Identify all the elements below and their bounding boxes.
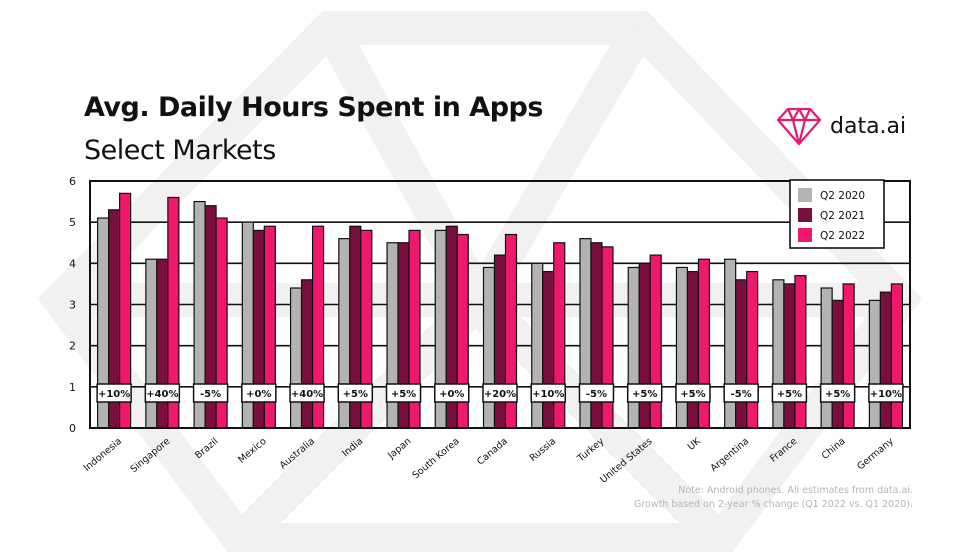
growth-label-box <box>482 383 518 403</box>
bar <box>531 262 544 429</box>
bar <box>675 266 689 429</box>
bar <box>772 279 785 429</box>
x-tick-label: France <box>768 436 799 465</box>
bar <box>735 279 748 429</box>
y-tick-label: 0 <box>69 422 76 435</box>
bar <box>890 283 903 429</box>
y-tick-label: 2 <box>69 340 76 353</box>
data-ai-logo: data.ai <box>776 106 906 146</box>
bar <box>289 287 303 429</box>
bar <box>842 283 855 429</box>
bar <box>820 287 833 429</box>
growth-label: -5% <box>586 389 607 400</box>
growth-label-box <box>819 383 856 403</box>
growth-label-box <box>434 383 470 403</box>
y-tick-label: 5 <box>69 216 76 229</box>
footnote: Note: Android phones. All estimates from… <box>634 484 913 512</box>
x-tick-label: Germany <box>855 436 896 473</box>
bar <box>627 266 640 429</box>
y-tick-label: 3 <box>69 299 76 312</box>
x-tick-label: Singapore <box>128 436 172 475</box>
growth-label-box <box>289 383 325 403</box>
growth-label-box <box>337 383 374 403</box>
growth-label: +5% <box>680 389 705 400</box>
x-tick-label: China <box>820 436 848 462</box>
growth-label: +20% <box>484 389 516 400</box>
bar <box>300 279 314 429</box>
bar <box>746 270 759 429</box>
growth-label-box <box>96 383 132 403</box>
chart-title: Avg. Daily Hours Spent in Apps <box>84 92 543 123</box>
growth-label: -5% <box>731 389 752 400</box>
bar <box>868 299 881 429</box>
growth-label-box <box>530 383 566 403</box>
growth-label: +10% <box>532 389 564 400</box>
growth-label: +5% <box>632 389 657 400</box>
legend-label: Q2 2021 <box>820 210 865 222</box>
footnote-line-2: Growth based on 2-year % change (Q1 2022… <box>633 499 913 510</box>
growth-label-box <box>626 383 663 403</box>
growth-label: +5% <box>825 389 850 400</box>
bar <box>783 283 796 429</box>
x-tick-label: Mexico <box>236 436 269 466</box>
bar <box>686 270 700 429</box>
logo-text: data.ai <box>830 113 907 139</box>
chart-subtitle: Select Markets <box>84 135 276 166</box>
growth-label: +40% <box>291 389 323 400</box>
growth-label-box <box>771 383 808 403</box>
y-tick-label: 6 <box>69 175 76 188</box>
growth-label-box <box>723 383 759 403</box>
growth-label: +0% <box>439 389 464 400</box>
plot-frame <box>89 180 911 429</box>
x-tick-label: India <box>340 436 365 459</box>
x-tick-label: UK <box>686 435 704 452</box>
growth-label-box <box>868 383 904 403</box>
x-tick-label: United States <box>598 436 654 486</box>
y-tick-label: 1 <box>69 381 76 394</box>
x-tick-label: Russia <box>528 436 558 464</box>
diamond-logo-icon <box>776 107 822 146</box>
growth-label-box <box>675 383 711 403</box>
bar <box>794 275 807 429</box>
growth-label: +10% <box>870 389 902 400</box>
growth-label-box <box>578 383 615 403</box>
x-tick-label: Turkey <box>575 436 607 465</box>
bar <box>638 262 651 429</box>
growth-label-box <box>241 383 277 403</box>
growth-label: +40% <box>146 389 178 400</box>
y-tick-label: 4 <box>69 257 76 270</box>
footnote-line-1: Note: Android phones. All estimates from… <box>678 485 913 496</box>
x-tick-label: South Korea <box>411 436 462 481</box>
bar <box>879 291 892 429</box>
x-tick-label: Canada <box>475 436 510 468</box>
growth-label: +10% <box>98 389 130 400</box>
x-tick-label: Australia <box>278 436 317 471</box>
growth-label: +5% <box>391 389 416 400</box>
x-tick-label: Indonesia <box>82 436 124 474</box>
growth-label: -5% <box>200 389 221 400</box>
growth-label: +5% <box>343 389 368 400</box>
legend-label: Q2 2020 <box>820 190 865 202</box>
legend-swatch <box>798 188 812 202</box>
legend-swatch <box>798 208 812 222</box>
bar <box>482 266 496 429</box>
growth-label-box <box>144 383 181 403</box>
growth-label: +0% <box>246 389 271 400</box>
x-tick-label: Japan <box>385 436 413 462</box>
x-tick-label: Brazil <box>193 436 220 461</box>
x-tick-label: Argentina <box>709 436 752 474</box>
legend-swatch <box>798 228 812 242</box>
bar <box>542 270 555 429</box>
legend-label: Q2 2022 <box>820 230 865 242</box>
growth-label: +5% <box>777 389 802 400</box>
growth-label-box <box>192 383 229 403</box>
growth-label-box <box>385 383 422 403</box>
bar <box>831 299 844 429</box>
